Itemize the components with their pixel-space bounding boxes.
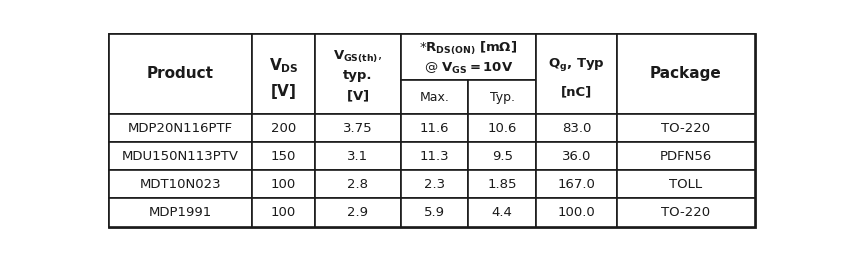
- Text: 100: 100: [271, 206, 296, 219]
- Bar: [468, 80, 536, 114]
- Bar: [401, 114, 468, 142]
- Text: 11.3: 11.3: [419, 150, 450, 163]
- Bar: [468, 114, 536, 142]
- Text: MDU150N113PTV: MDU150N113PTV: [122, 150, 239, 163]
- Bar: [536, 34, 617, 114]
- Bar: [109, 170, 252, 198]
- Text: @ $\mathbf{V_{GS}}$$\mathbf{=10V}$: @ $\mathbf{V_{GS}}$$\mathbf{=10V}$: [424, 61, 513, 76]
- Bar: [468, 170, 536, 198]
- Text: 2.8: 2.8: [348, 178, 369, 191]
- Bar: [536, 170, 617, 198]
- Bar: [536, 114, 617, 142]
- Text: TO-220: TO-220: [661, 122, 711, 134]
- Text: MDP1991: MDP1991: [148, 206, 212, 219]
- Text: 2.9: 2.9: [348, 206, 369, 219]
- Bar: [536, 198, 617, 227]
- Text: PDFN56: PDFN56: [659, 150, 711, 163]
- Text: 10.6: 10.6: [488, 122, 517, 134]
- Text: 11.6: 11.6: [419, 122, 449, 134]
- Text: 4.4: 4.4: [492, 206, 513, 219]
- Bar: [252, 34, 315, 114]
- Text: 1.85: 1.85: [488, 178, 517, 191]
- Text: $\mathbf{[V]}$: $\mathbf{[V]}$: [270, 82, 296, 101]
- Text: Max.: Max.: [419, 91, 450, 104]
- Text: 100.0: 100.0: [557, 206, 595, 219]
- Bar: [401, 34, 536, 80]
- Bar: [401, 142, 468, 170]
- Text: Product: Product: [147, 66, 214, 82]
- Bar: [109, 34, 252, 114]
- Bar: [468, 198, 536, 227]
- Text: [nC]: [nC]: [561, 85, 592, 98]
- Text: $\mathbf{[V]}$: $\mathbf{[V]}$: [346, 89, 370, 104]
- Text: 3.1: 3.1: [347, 150, 369, 163]
- Bar: [468, 142, 536, 170]
- Bar: [617, 170, 754, 198]
- Bar: [315, 170, 401, 198]
- Bar: [315, 114, 401, 142]
- Text: 83.0: 83.0: [562, 122, 591, 134]
- Text: 5.9: 5.9: [424, 206, 445, 219]
- Text: $\mathbf{Q_{g}}$, Typ: $\mathbf{Q_{g}}$, Typ: [548, 56, 605, 73]
- Bar: [252, 170, 315, 198]
- Text: $\mathbf{V_{GS(th)}}$,: $\mathbf{V_{GS(th)}}$,: [333, 48, 382, 64]
- Text: 167.0: 167.0: [557, 178, 595, 191]
- Text: 200: 200: [271, 122, 296, 134]
- Text: $\mathbf{V_{DS}}$: $\mathbf{V_{DS}}$: [269, 57, 298, 75]
- Text: Package: Package: [650, 66, 722, 82]
- Text: 3.75: 3.75: [343, 122, 373, 134]
- Bar: [617, 198, 754, 227]
- Bar: [109, 198, 252, 227]
- Bar: [617, 34, 754, 114]
- Bar: [252, 198, 315, 227]
- Bar: [109, 114, 252, 142]
- Text: 9.5: 9.5: [492, 150, 513, 163]
- Text: 150: 150: [271, 150, 296, 163]
- Bar: [401, 198, 468, 227]
- Bar: [617, 142, 754, 170]
- Text: $*\mathbf{R_{DS(ON)}}$ $\mathbf{[m\Omega]}$: $*\mathbf{R_{DS(ON)}}$ $\mathbf{[m\Omega…: [419, 40, 518, 58]
- Text: MDT10N023: MDT10N023: [140, 178, 221, 191]
- Bar: [109, 142, 252, 170]
- Bar: [536, 142, 617, 170]
- Bar: [617, 114, 754, 142]
- Bar: [401, 80, 468, 114]
- Bar: [252, 142, 315, 170]
- Bar: [252, 114, 315, 142]
- Text: 100: 100: [271, 178, 296, 191]
- Bar: [401, 170, 468, 198]
- Text: Typ.: Typ.: [490, 91, 514, 104]
- Text: 36.0: 36.0: [562, 150, 591, 163]
- Text: 2.3: 2.3: [424, 178, 445, 191]
- Text: typ.: typ.: [344, 69, 373, 82]
- Bar: [315, 34, 401, 114]
- Text: MDP20N116PTF: MDP20N116PTF: [128, 122, 232, 134]
- Bar: [315, 142, 401, 170]
- Bar: [315, 198, 401, 227]
- Text: TO-220: TO-220: [661, 206, 711, 219]
- Text: TOLL: TOLL: [669, 178, 702, 191]
